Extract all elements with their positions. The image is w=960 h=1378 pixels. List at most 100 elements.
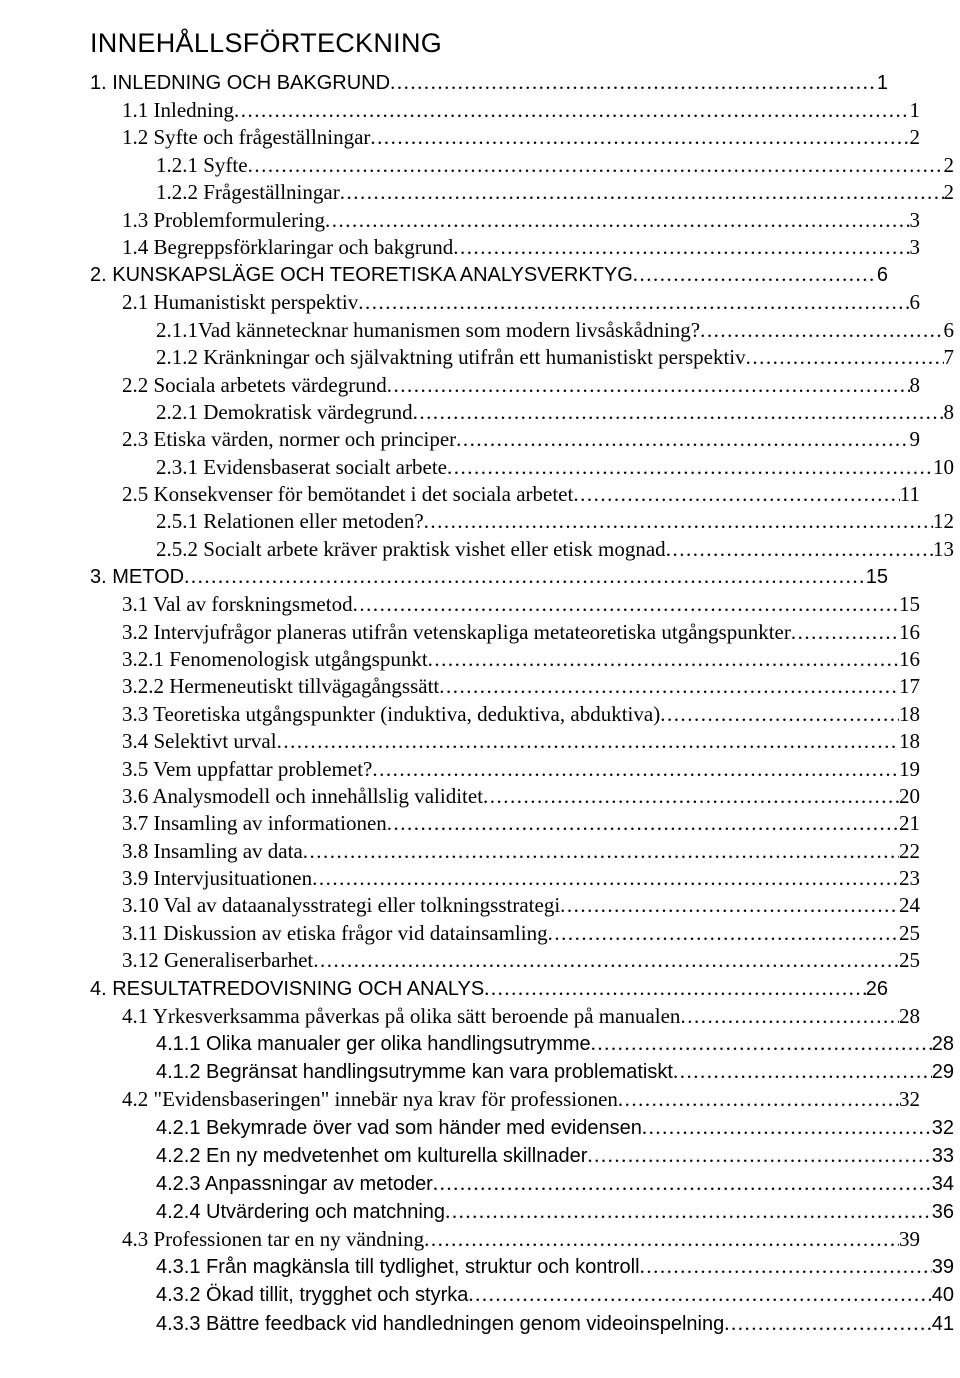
toc-entry-page: 23 — [899, 865, 920, 892]
toc-leader-dots — [791, 619, 899, 646]
toc-leader-dots — [313, 947, 899, 974]
toc-leader-dots — [353, 591, 899, 618]
toc-entry-text: 4.1 Yrkesverksamma påverkas på olika sät… — [122, 1003, 680, 1030]
toc-leader-dots — [640, 1253, 932, 1280]
toc-entry: 3.9 Intervjusituationen 23 — [90, 865, 920, 892]
toc-entry: 1.2.1 Syfte 2 — [90, 152, 954, 179]
toc-leader-dots — [325, 207, 910, 234]
toc-entry: 4.1.2 Begränsat handlingsutrymme kan var… — [90, 1058, 954, 1086]
toc-entry: 4.3.2 Ökad tillit, trygghet och styrka 40 — [90, 1281, 954, 1309]
toc-entry-page: 16 — [899, 646, 920, 673]
toc-leader-dots — [746, 344, 944, 371]
toc-entry-page: 15 — [866, 565, 888, 591]
toc-entry: 2.1.1Vad kännetecknar humanismen som mod… — [90, 317, 954, 344]
toc-entry-text: 4.3.1 Från magkänsla till tydlighet, str… — [156, 1255, 640, 1281]
toc-entry: 1.3 Problemformulering 3 — [90, 207, 920, 234]
toc-entry: 1.4 Begreppsförklaringar och bakgrund3 — [90, 234, 920, 261]
toc-leader-dots — [483, 783, 899, 810]
toc-entry-text: 4.3 Professionen tar en ny vändning — [122, 1226, 424, 1253]
toc-entry: 3.11 Diskussion av etiska frågor vid dat… — [90, 920, 920, 947]
toc-leader-dots — [234, 97, 910, 124]
toc-entry-text: 2.1 Humanistiskt perspektiv — [122, 289, 358, 316]
toc-entry-page: 3 — [910, 207, 921, 234]
toc-entry-page: 24 — [899, 892, 920, 919]
toc-entry: 2.1 Humanistiskt perspektiv6 — [90, 289, 920, 316]
toc-entry: 3. METOD 15 — [90, 563, 888, 591]
toc-leader-dots — [439, 673, 899, 700]
toc-leader-dots — [453, 234, 909, 261]
toc-entry-text: 1.3 Problemformulering — [122, 207, 325, 234]
toc-entry: 4.1.1 Olika manualer ger olika handlings… — [90, 1030, 954, 1058]
toc-leader-dots — [468, 1281, 931, 1308]
toc-leader-dots — [428, 646, 899, 673]
toc-entry-page: 32 — [932, 1116, 954, 1142]
toc-entry: 3.7 Insamling av informationen21 — [90, 810, 920, 837]
toc-entry-text: 3.1 Val av forskningsmetod — [122, 591, 353, 618]
toc-entry: 2.1.2 Kränkningar och självaktning utifr… — [90, 344, 954, 371]
toc-entry: 2. KUNSKAPSLÄGE OCH TEORETISKA ANALYSVER… — [90, 261, 888, 289]
toc-leader-dots — [587, 1142, 931, 1169]
toc-entry-text: 3.2.1 Fenomenologisk utgångspunkt — [122, 646, 428, 673]
toc-entry-page: 36 — [932, 1200, 954, 1226]
toc-entry-page: 10 — [933, 454, 954, 481]
toc-leader-dots — [358, 289, 909, 316]
toc-entry: 4.3.3 Bättre feedback vid handledningen … — [90, 1310, 954, 1338]
toc-leader-dots — [573, 481, 899, 508]
toc-entry-text: 2.3.1 Evidensbaserat socialt arbete — [156, 454, 447, 481]
toc-entry-text: 2.1.1Vad kännetecknar humanismen som mod… — [156, 317, 700, 344]
toc-entry-text: 2.2.1 Demokratisk värdegrund — [156, 399, 413, 426]
toc-leader-dots — [456, 426, 909, 453]
toc-entry-page: 33 — [932, 1144, 954, 1170]
toc-leader-dots — [642, 1114, 932, 1141]
toc-entry-text: 4.2.3 Anpassningar av metoder — [156, 1172, 433, 1198]
toc-entry-text: 3.7 Insamling av informationen — [122, 810, 387, 837]
toc-entry-text: 2.3 Etiska värden, normer och principer — [122, 426, 456, 453]
toc-entry-page: 22 — [899, 838, 920, 865]
toc-entry-text: 3.11 Diskussion av etiska frågor vid dat… — [122, 920, 548, 947]
toc-entry-text: 4.3.3 Bättre feedback vid handledningen … — [156, 1312, 724, 1338]
toc-entry-text: 3. METOD — [90, 565, 184, 591]
toc-entry-text: 4.2 "Evidensbaseringen" innebär nya krav… — [122, 1086, 618, 1113]
toc-leader-dots — [433, 1170, 932, 1197]
toc-entry-page: 41 — [932, 1312, 954, 1338]
toc-leader-dots — [413, 399, 944, 426]
toc-entry-text: 1.2.1 Syfte — [156, 152, 248, 179]
toc-leader-dots — [184, 563, 866, 590]
toc-leader-dots — [591, 1030, 932, 1057]
toc-entry-page: 17 — [899, 673, 920, 700]
toc-entry: 3.2.2 Hermeneutiskt tillvägagångssätt17 — [90, 673, 920, 700]
toc-entry-text: 2.5.1 Relationen eller metoden? — [156, 508, 424, 535]
toc-entry-page: 2 — [944, 152, 955, 179]
toc-entry-page: 2 — [910, 124, 921, 151]
toc-leader-dots — [548, 920, 899, 947]
toc-entry-page: 25 — [899, 947, 920, 974]
toc-entry-page: 18 — [899, 728, 920, 755]
toc-leader-dots — [312, 865, 899, 892]
toc-leader-dots — [724, 1310, 932, 1337]
toc-entry-text: 3.5 Vem uppfattar problemet? — [122, 756, 372, 783]
toc-entry-text: 4.3.2 Ökad tillit, trygghet och styrka — [156, 1283, 468, 1309]
toc-leader-dots — [424, 1226, 899, 1253]
toc-entry-text: 3.4 Selektivt urval — [122, 728, 277, 755]
toc-entry-page: 8 — [944, 399, 955, 426]
toc-entry-page: 40 — [932, 1283, 954, 1309]
toc-entry-page: 28 — [899, 1003, 920, 1030]
toc-leader-dots — [372, 756, 899, 783]
toc-entry-text: 2.5 Konsekvenser för bemötandet i det so… — [122, 481, 573, 508]
toc-entry-page: 39 — [932, 1255, 954, 1281]
toc-entry: 3.3 Teoretiska utgångspunkter (induktiva… — [90, 701, 920, 728]
toc-entry-page: 16 — [899, 619, 920, 646]
toc-entry-text: 3.9 Intervjusituationen — [122, 865, 312, 892]
toc-entry-page: 9 — [910, 426, 921, 453]
toc-leader-dots — [248, 152, 944, 179]
toc-entry-page: 11 — [900, 481, 920, 508]
toc-entry-page: 25 — [899, 920, 920, 947]
toc-entry: 2.5 Konsekvenser för bemötandet i det so… — [90, 481, 920, 508]
toc-entry: 2.3 Etiska värden, normer och principer 9 — [90, 426, 920, 453]
toc-entry-text: 1.2 Syfte och frågeställningar — [122, 124, 370, 151]
toc-entry-text: 3.6 Analysmodell och innehållslig validi… — [122, 783, 483, 810]
toc-entry-text: 2.5.2 Socialt arbete kräver praktisk vis… — [156, 536, 666, 563]
toc-entry-page: 18 — [899, 701, 920, 728]
toc-leader-dots — [387, 810, 899, 837]
toc-entry: 3.2.1 Fenomenologisk utgångspunkt 16 — [90, 646, 920, 673]
